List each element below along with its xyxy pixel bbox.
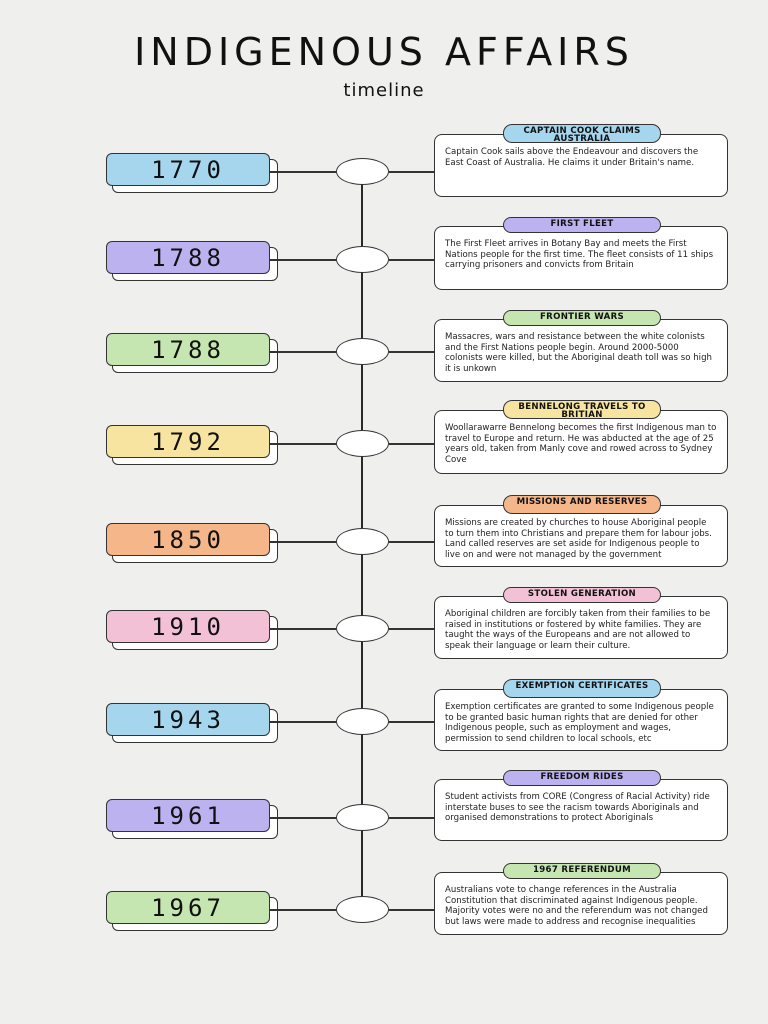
timeline-node bbox=[336, 896, 389, 923]
card-connector bbox=[389, 909, 434, 911]
year-label-wrap: 1961 bbox=[106, 799, 278, 841]
card-connector bbox=[389, 628, 434, 630]
event-card: FREEDOM RIDES Student activists from CORE… bbox=[434, 770, 728, 841]
year-connector bbox=[270, 259, 336, 261]
year-label: 1961 bbox=[106, 799, 270, 832]
card-connector bbox=[389, 541, 434, 543]
card-connector bbox=[389, 171, 434, 173]
event-description: Exemption certificates are granted to so… bbox=[445, 702, 714, 744]
year-label: 1788 bbox=[106, 241, 270, 274]
event-description: Aboriginal children are forcibly taken f… bbox=[445, 609, 711, 651]
year-label: 1967 bbox=[106, 891, 270, 924]
year-connector bbox=[270, 171, 336, 173]
page-subtitle: timeline bbox=[343, 80, 425, 101]
event-heading: FIRST FLEET bbox=[503, 217, 661, 233]
timeline-node bbox=[336, 708, 389, 735]
event-heading: STOLEN GENERATION bbox=[503, 587, 661, 603]
year-label-wrap: 1788 bbox=[106, 241, 278, 283]
event-description: Captain Cook sails above the Endeavour a… bbox=[445, 147, 699, 168]
year-label-wrap: 1850 bbox=[106, 523, 278, 565]
year-label: 1850 bbox=[106, 523, 270, 556]
timeline-node bbox=[336, 804, 389, 831]
year-connector bbox=[270, 909, 336, 911]
event-heading: FRONTIER WARS bbox=[503, 310, 661, 326]
year-label-wrap: 1792 bbox=[106, 425, 278, 467]
card-connector bbox=[389, 721, 434, 723]
event-description: The First Fleet arrives in Botany Bay an… bbox=[445, 239, 714, 270]
year-connector bbox=[270, 817, 336, 819]
event-description: Australians vote to change references in… bbox=[445, 885, 708, 927]
year-connector bbox=[270, 443, 336, 445]
event-card: FRONTIER WARS Massacres, wars and resista… bbox=[434, 310, 728, 382]
event-description: Woollarawarre Bennelong becomes the firs… bbox=[445, 423, 717, 465]
event-card: 1967 REFERENDUM Australians vote to chang… bbox=[434, 863, 728, 935]
card-connector bbox=[389, 443, 434, 445]
year-label-wrap: 1770 bbox=[106, 153, 278, 195]
timeline-node bbox=[336, 158, 389, 185]
card-connector bbox=[389, 817, 434, 819]
event-heading: EXEMPTION CERTIFICATES bbox=[503, 678, 661, 698]
year-label-wrap: 1967 bbox=[106, 891, 278, 933]
year-label-wrap: 1788 bbox=[106, 333, 278, 375]
timeline-node bbox=[336, 430, 389, 457]
event-description: Missions are created by churches to hous… bbox=[445, 518, 712, 560]
year-connector bbox=[270, 541, 336, 543]
event-card: BENNELONG TRAVELS TO BRITIAN Woollarawarr… bbox=[434, 399, 728, 474]
year-label: 1792 bbox=[106, 425, 270, 458]
year-connector bbox=[270, 721, 336, 723]
event-heading: 1967 REFERENDUM bbox=[503, 863, 661, 879]
event-heading: CAPTAIN COOK CLAIMS AUSTRALIA bbox=[503, 123, 661, 143]
event-card: EXEMPTION CERTIFICATES Exemption certific… bbox=[434, 678, 728, 751]
card-connector bbox=[389, 351, 434, 353]
year-label: 1943 bbox=[106, 703, 270, 736]
event-card: FIRST FLEET The First Fleet arrives in Bo… bbox=[434, 217, 728, 290]
timeline-node bbox=[336, 528, 389, 555]
year-label-wrap: 1943 bbox=[106, 703, 278, 745]
event-card: STOLEN GENERATION Aboriginal children are… bbox=[434, 587, 728, 659]
event-heading: FREEDOM RIDES bbox=[503, 770, 661, 786]
year-label: 1910 bbox=[106, 610, 270, 643]
year-connector bbox=[270, 628, 336, 630]
year-label-wrap: 1910 bbox=[106, 610, 278, 652]
event-card: CAPTAIN COOK CLAIMS AUSTRALIA Captain Coo… bbox=[434, 123, 728, 197]
timeline-node bbox=[336, 615, 389, 642]
event-description: Student activists from CORE (Congress of… bbox=[445, 792, 710, 823]
timeline-node bbox=[336, 338, 389, 365]
event-card: MISSIONS AND RESERVES Missions are create… bbox=[434, 494, 728, 567]
timeline-node bbox=[336, 246, 389, 273]
year-label: 1770 bbox=[106, 153, 270, 186]
event-description: Massacres, wars and resistance between t… bbox=[445, 332, 712, 374]
event-heading: MISSIONS AND RESERVES bbox=[503, 494, 661, 514]
card-connector bbox=[389, 259, 434, 261]
year-label: 1788 bbox=[106, 333, 270, 366]
page-title: INDIGENOUS AFFAIRS bbox=[134, 30, 634, 74]
event-heading: BENNELONG TRAVELS TO BRITIAN bbox=[503, 399, 661, 419]
year-connector bbox=[270, 351, 336, 353]
